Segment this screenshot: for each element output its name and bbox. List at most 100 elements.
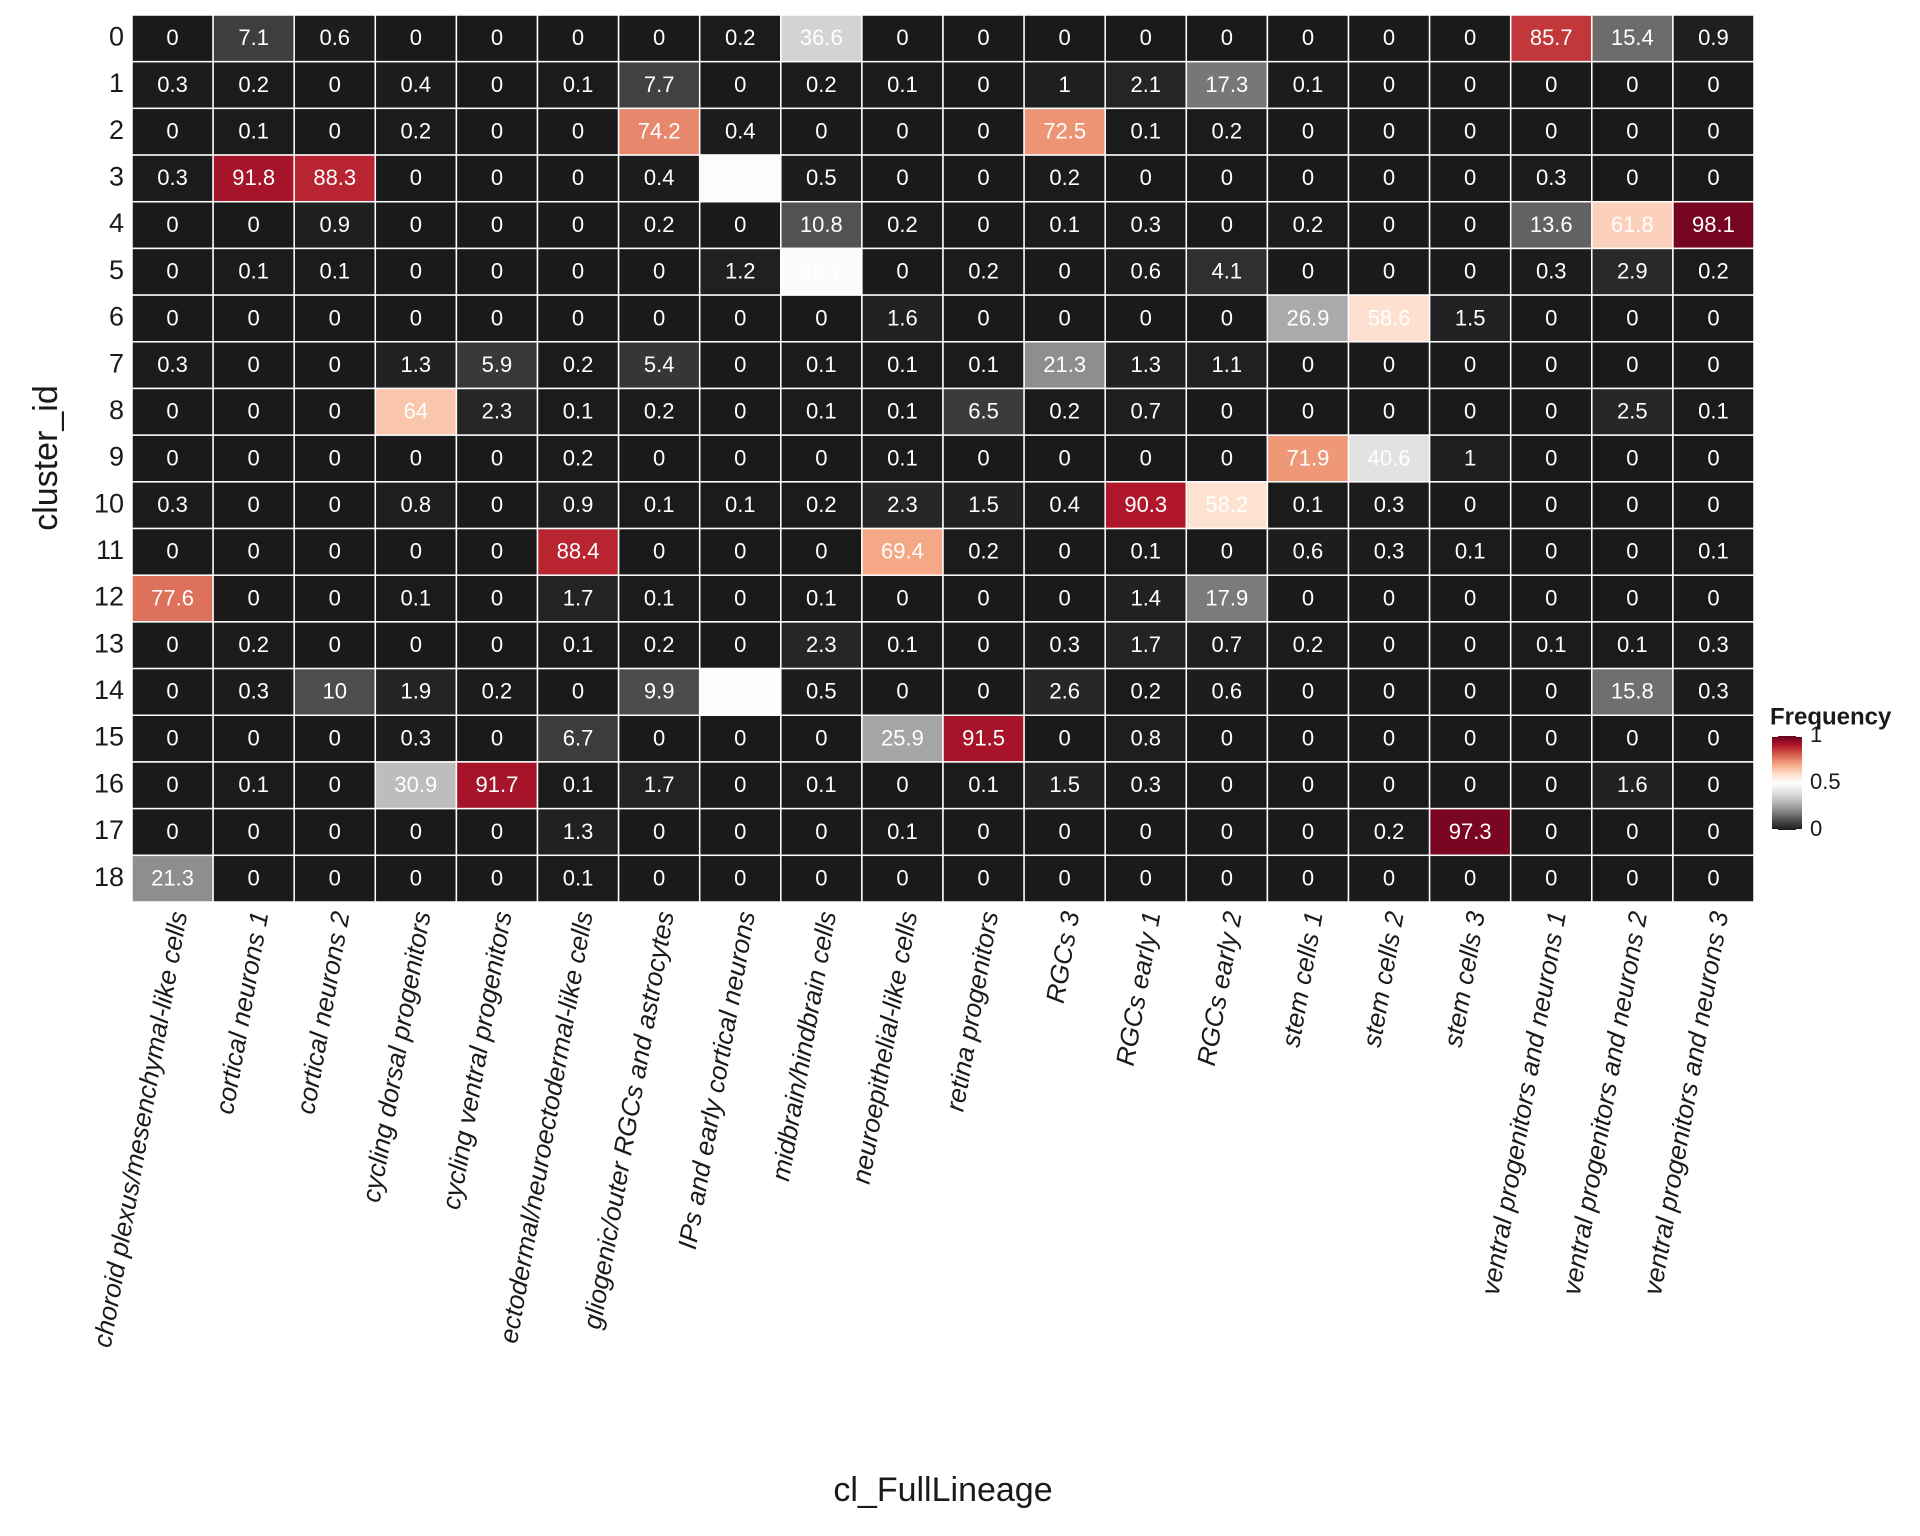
cell — [1023, 154, 1106, 203]
cell-label: 0.9 — [1698, 25, 1729, 50]
cell-label: 0 — [329, 772, 341, 797]
cell-label: 21.3 — [151, 865, 194, 890]
cell — [212, 14, 295, 63]
cell-label: 0 — [977, 632, 989, 657]
cell-label: 0 — [1383, 679, 1395, 704]
cell — [1023, 294, 1106, 343]
cell-label: 0.2 — [968, 259, 999, 284]
cell-label: 0 — [1059, 865, 1071, 890]
cell-label: 71.9 — [1287, 445, 1330, 470]
cell — [861, 527, 944, 576]
cell-label: 0.8 — [1130, 725, 1161, 750]
cell-label: 0 — [734, 445, 746, 470]
cell — [861, 341, 944, 390]
cell — [212, 247, 295, 296]
cell — [617, 527, 701, 576]
cell — [617, 60, 701, 110]
cell-label: 0.1 — [1293, 72, 1324, 97]
cell — [1428, 527, 1512, 576]
cell-label: 0 — [896, 165, 908, 190]
cell-label: 0 — [248, 539, 260, 564]
cell-label: 0 — [1464, 585, 1476, 610]
cell — [617, 341, 701, 390]
cell — [1672, 574, 1755, 623]
cell — [212, 434, 295, 483]
cell-label: 0.1 — [806, 772, 837, 797]
cell — [698, 667, 782, 717]
cell-label: 0 — [1383, 632, 1395, 657]
cell-label: 0 — [1707, 305, 1719, 330]
cell-label: 0 — [1545, 819, 1557, 844]
y-tick-label: 14 — [94, 675, 124, 705]
cell-label: 0 — [1464, 772, 1476, 797]
cell — [780, 574, 863, 623]
cell-label: 0.2 — [644, 632, 675, 657]
cell-label: 0.1 — [725, 492, 756, 517]
cell — [1185, 527, 1269, 576]
cell — [1185, 761, 1269, 810]
cell — [1347, 14, 1431, 63]
cell-label: 0 — [1707, 119, 1719, 144]
cell — [455, 247, 539, 296]
cell — [617, 247, 701, 296]
cell — [1023, 574, 1106, 623]
cell-label: 0.2 — [482, 679, 513, 704]
cell — [536, 387, 620, 436]
cell-label: 0 — [1545, 772, 1557, 797]
cell-label: 0 — [329, 119, 341, 144]
cell — [617, 107, 701, 156]
cell-label: 0.9 — [319, 212, 350, 237]
cell-label: 0 — [1464, 259, 1476, 284]
cell-label: 0 — [653, 445, 665, 470]
cell — [1266, 200, 1350, 250]
cell-label: 0 — [1626, 819, 1638, 844]
cell — [536, 107, 620, 156]
cell-label: 0 — [248, 399, 260, 424]
cell-label: 0 — [1221, 725, 1233, 750]
cell-label: 0 — [248, 352, 260, 377]
cell-label: 6.5 — [968, 399, 999, 424]
cell — [942, 667, 1025, 717]
cell-label: 0 — [410, 819, 422, 844]
cell — [455, 200, 539, 250]
cell-label: 0 — [248, 725, 260, 750]
cell — [293, 341, 377, 390]
cell-label: 0 — [248, 865, 260, 890]
cell-label: 0 — [1626, 72, 1638, 97]
cell-label: 0 — [1221, 539, 1233, 564]
cell — [374, 154, 458, 203]
cell — [131, 60, 214, 110]
cell-label: 0 — [1302, 772, 1314, 797]
cell — [1266, 621, 1350, 670]
cell-label: 0 — [572, 25, 584, 50]
cell-label: 5.4 — [644, 352, 675, 377]
cell-label: 0.6 — [1293, 539, 1324, 564]
cell — [1104, 434, 1188, 483]
cell — [1347, 60, 1431, 110]
cell-label: 0 — [410, 212, 422, 237]
cell-label: 4.1 — [1212, 259, 1243, 284]
cell-label: 0 — [329, 399, 341, 424]
y-tick-label: 18 — [94, 862, 124, 892]
cell — [212, 761, 295, 810]
cell-label: 0.1 — [887, 632, 918, 657]
cell-label: 0 — [410, 445, 422, 470]
cell-label: 0.3 — [1536, 165, 1567, 190]
cell-label: 0.2 — [1212, 119, 1243, 144]
cell-label: 0.3 — [1130, 212, 1161, 237]
cell-label: 0.1 — [319, 259, 350, 284]
cell-label: 10 — [323, 679, 347, 704]
cell-label: 0 — [1302, 585, 1314, 610]
cell-label: 1 — [1059, 72, 1071, 97]
cell-label: 0 — [329, 539, 341, 564]
cell-label: 1.3 — [563, 819, 594, 844]
cell — [374, 247, 458, 296]
cell — [293, 60, 377, 110]
cell — [1266, 854, 1350, 903]
cell-label: 0 — [410, 259, 422, 284]
cell — [942, 200, 1025, 250]
cell-label: 0 — [572, 679, 584, 704]
cell-label: 0 — [166, 399, 178, 424]
cell — [1023, 621, 1106, 670]
